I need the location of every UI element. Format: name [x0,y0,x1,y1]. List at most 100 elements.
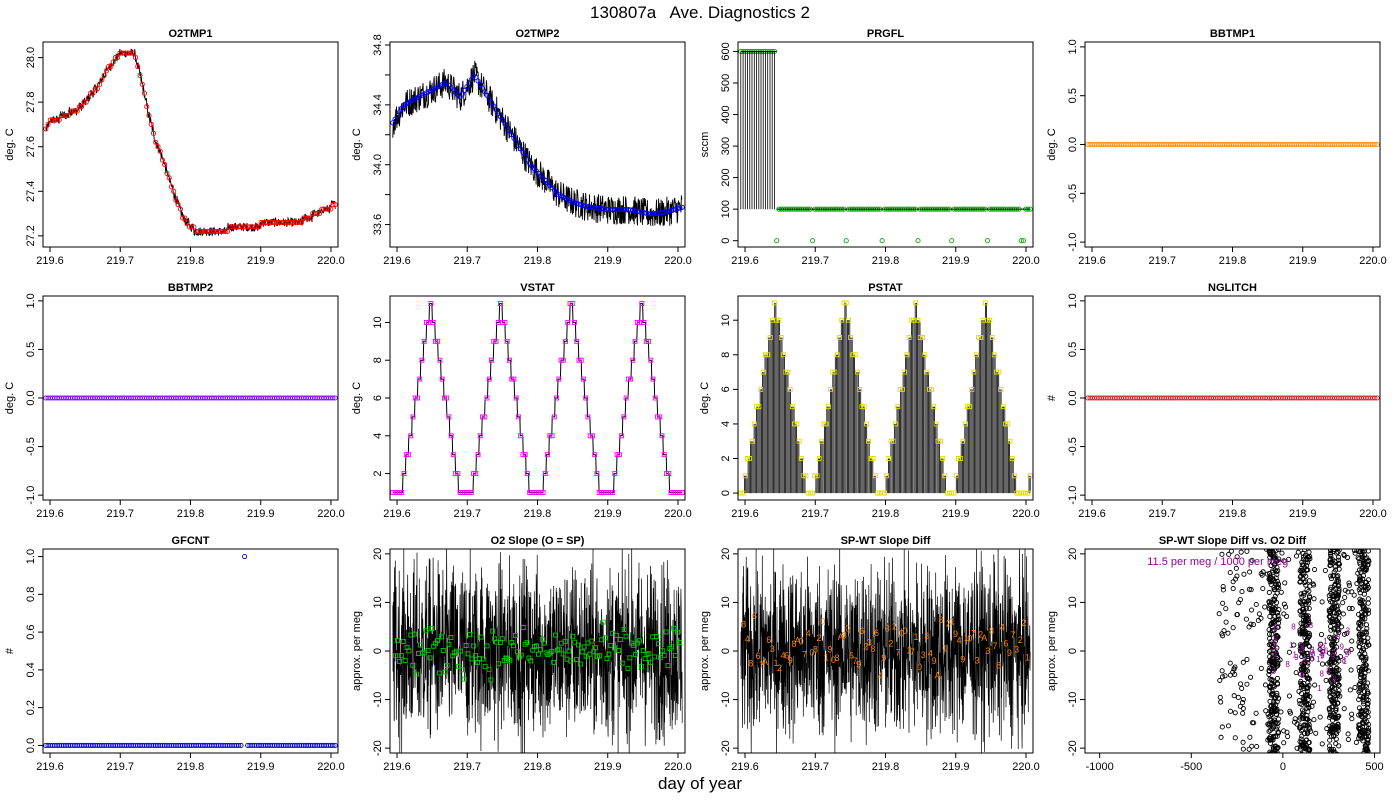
data-point [1282,580,1288,586]
data-point [1361,679,1367,685]
series-line [744,302,1031,494]
data-point [437,357,443,363]
data-point [969,386,975,392]
data-point [1312,682,1318,688]
data-point [401,471,407,477]
data-point [1298,643,1304,649]
data-point [1298,684,1304,690]
data-point [1365,600,1371,606]
data-point [639,301,645,307]
data-point [549,433,555,439]
x-axis-label: day of year [657,774,743,793]
data-label: 8 [1285,660,1290,669]
data-point [1356,665,1362,671]
data-point [99,77,105,83]
data-point [469,656,475,662]
data-point [1223,619,1229,625]
panel-frame [737,548,1034,754]
data-point [1356,712,1362,718]
data-point [520,150,526,156]
data-point [468,77,474,83]
y-tick-label: 1.0 [1067,39,1079,54]
x-tick-label: 219.8 [177,255,205,267]
data-point [1302,716,1308,722]
y-tick-label: 400 [720,105,732,123]
data-point [1365,690,1371,696]
data-point [1298,728,1304,734]
data-point [456,664,461,670]
data-point [1027,473,1033,479]
data-point [1269,660,1275,666]
data-label: 8 [996,661,1001,671]
x-tick-label: 219.8 [1219,255,1247,267]
data-point [1333,707,1339,713]
data-point [1335,542,1339,546]
data-point [1365,544,1369,548]
data-point [45,121,51,127]
data-point [671,625,677,631]
data-point [390,120,396,126]
data-point [1357,685,1363,691]
data-point [1271,666,1278,672]
data-point [920,335,925,340]
data-point [1221,628,1227,634]
data-label: 9 [1320,651,1325,660]
data-point [1291,719,1298,725]
data-point [1241,571,1247,577]
y-axis-label: # [1046,394,1058,401]
data-label: 3 [921,650,926,660]
data-point [565,319,571,325]
data-point [1335,725,1341,731]
data-point [787,386,793,392]
y-tick-label: -10 [1067,692,1079,708]
data-point [222,228,228,234]
data-point [1362,549,1364,550]
data-point [457,648,463,654]
y-tick-label: 2 [720,455,732,461]
data-point [1262,682,1269,688]
data-point [590,433,595,439]
data-point [652,395,658,401]
data-point [796,438,802,444]
data-point [421,338,427,344]
data-point [1346,580,1352,586]
data-point [1246,586,1252,592]
data-point [1234,573,1240,579]
data-point [655,641,661,647]
x-tick-label: 220.0 [664,761,692,773]
x-tick-label: 219.7 [1148,508,1176,520]
data-point [1336,630,1342,636]
data-point [1342,594,1348,600]
data-point [863,421,869,427]
data-point [1335,573,1341,579]
data-point [1332,564,1338,570]
data-point [1240,696,1246,702]
x-tick-label: 219.7 [1148,255,1176,267]
data-point [1328,697,1334,703]
data-point [524,157,530,163]
panel-title: O2 Slope (O = SP) [491,535,585,547]
data-point [1249,557,1255,563]
data-point [617,637,623,642]
data-point [1299,594,1305,600]
data-point [747,456,753,461]
data-point [1372,141,1378,148]
data-point [1299,661,1305,667]
data-point [444,663,450,669]
data-point [971,369,977,375]
data-point [1357,600,1363,606]
data-point [1360,573,1366,579]
y-tick-label: 34.0 [372,154,384,175]
data-point [810,490,816,496]
data-point [1331,672,1337,678]
data-point [839,317,845,323]
data-label: 6 [860,626,865,636]
data-point [74,108,80,114]
data-point [1335,722,1341,728]
data-point [569,199,575,205]
plot-area-prgfl [738,48,1033,244]
y-tick-label: 10 [372,596,384,608]
data-point [834,352,840,358]
data-point [866,438,872,444]
